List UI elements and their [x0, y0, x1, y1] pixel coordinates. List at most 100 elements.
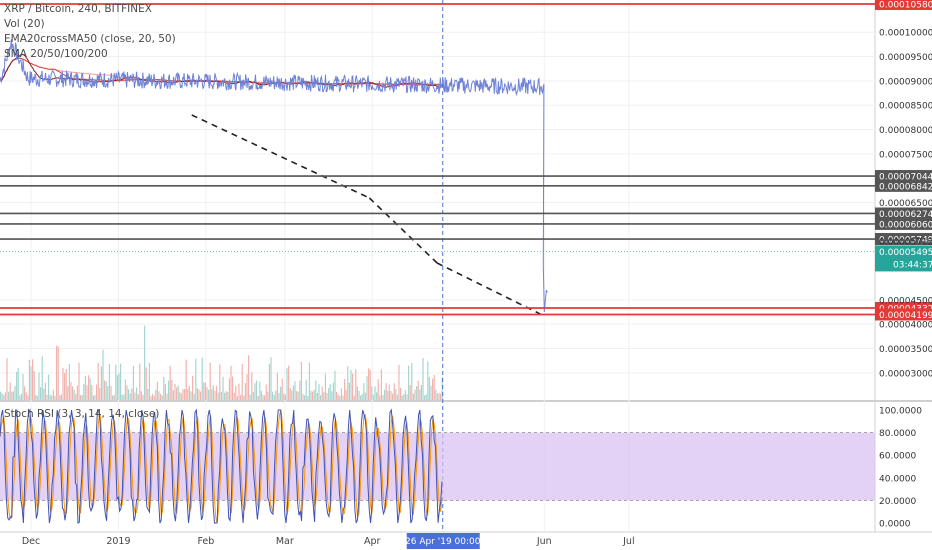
- volume-bar: [169, 365, 171, 400]
- volume-bar: [376, 392, 378, 400]
- volume-bar: [4, 392, 6, 400]
- volume-bar: [363, 383, 365, 400]
- volume-bar: [280, 386, 282, 400]
- volume-bar: [113, 394, 115, 400]
- volume-bar: [88, 375, 90, 400]
- volume-bar: [136, 387, 138, 400]
- volume-bar: [336, 391, 338, 400]
- volume-bar: [100, 366, 102, 400]
- volume-bar: [105, 381, 107, 400]
- volume-bar: [424, 395, 426, 400]
- volume-bar: [345, 389, 347, 400]
- volume-bar: [174, 383, 176, 400]
- volume-bar: [236, 395, 238, 400]
- volume-bar: [147, 388, 149, 400]
- volume-bar: [20, 393, 22, 400]
- volume-bar: [81, 395, 83, 400]
- symbol-title[interactable]: XRP / Bitcoin, 240, BITFINEX: [4, 3, 152, 15]
- volume-bar: [427, 361, 429, 400]
- volume-bar: [24, 386, 26, 400]
- volume-bar: [294, 381, 296, 400]
- volume-bar: [156, 381, 158, 400]
- level-price-tag: [875, 170, 932, 183]
- volume-bar: [65, 368, 67, 400]
- rsi-legend[interactable]: Stoch RSI (3, 3, 14, 14, close): [4, 408, 160, 420]
- volume-bar: [360, 395, 362, 400]
- volume-bar: [276, 372, 278, 400]
- volume-bar: [33, 371, 35, 400]
- volume-bar: [417, 380, 419, 400]
- rsi-axis-tick: 40.0000: [879, 474, 916, 484]
- volume-bar: [356, 386, 358, 400]
- volume-bar: [281, 378, 283, 400]
- volume-bar: [137, 394, 139, 400]
- volume-bar: [120, 363, 122, 400]
- volume-bar: [240, 395, 242, 400]
- price-axis-tick: 0.0000950000: [879, 53, 932, 63]
- price-axis-tick: 0.0001000000: [879, 29, 932, 39]
- volume-bar: [145, 367, 147, 400]
- volume-bar: [305, 379, 307, 400]
- sma-legend[interactable]: SMA 20/50/100/200: [4, 48, 108, 60]
- volume-bar: [384, 389, 386, 400]
- volume-bar: [116, 375, 118, 400]
- volume-bar: [190, 391, 192, 400]
- volume-bar: [184, 389, 186, 400]
- volume-bar: [75, 394, 77, 400]
- volume-bar: [329, 384, 331, 400]
- volume-bar: [185, 359, 187, 400]
- volume-bar: [160, 394, 162, 400]
- volume-bar: [248, 355, 250, 400]
- volume-bar: [200, 391, 202, 400]
- volume-bar: [36, 395, 38, 400]
- volume-bar: [128, 389, 130, 400]
- volume-bar: [259, 381, 261, 400]
- volume-bar: [155, 389, 157, 400]
- volume-bar: [89, 378, 91, 400]
- level-price-tag: [875, 0, 932, 10]
- volume-bar: [299, 380, 301, 400]
- volume-bar: [323, 392, 325, 400]
- volume-bar: [70, 382, 72, 400]
- current-price-label: 0.0000549500: [879, 248, 932, 258]
- volume-bar: [172, 390, 174, 400]
- price-axis-tick: 0.0000750000: [879, 150, 932, 160]
- volume-bar: [12, 391, 14, 400]
- volume-bar: [350, 370, 352, 400]
- volume-bar: [219, 364, 221, 400]
- volume-bar: [316, 392, 318, 400]
- volume-bar: [433, 374, 435, 400]
- volume-bar: [57, 346, 59, 400]
- volume-bar: [260, 390, 262, 400]
- volume-bar: [262, 395, 264, 400]
- volume-bar: [94, 394, 96, 400]
- volume-bar: [264, 395, 266, 400]
- volume-bar: [216, 386, 218, 400]
- ema-legend[interactable]: EMA20crossMA50 (close, 20, 50): [4, 33, 176, 45]
- volume-bar: [390, 391, 392, 400]
- stoch-rsi-pane: [0, 408, 875, 524]
- volume-bar: [177, 385, 179, 400]
- volume-bar: [56, 345, 58, 400]
- volume-bar: [251, 372, 253, 400]
- volume-bar: [404, 390, 406, 400]
- volume-bar: [179, 391, 181, 400]
- countdown-label: 03:44:37: [893, 260, 932, 270]
- volume-bar: [28, 359, 30, 400]
- volume-bar: [62, 367, 64, 400]
- volume-bar: [244, 383, 246, 400]
- volume-bar: [270, 357, 272, 400]
- volume-bar: [73, 389, 75, 400]
- volume-bar: [272, 391, 274, 400]
- volume-bar: [97, 362, 99, 400]
- volume-bar: [52, 389, 54, 400]
- volume-legend[interactable]: Vol (20): [4, 18, 45, 30]
- price-axis-tick: 0.0000300000: [879, 369, 932, 379]
- volume-bar: [435, 389, 437, 400]
- volume-bar: [35, 394, 37, 400]
- level-price-label: 0.0000684270: [879, 182, 932, 192]
- volume-bar: [441, 377, 443, 400]
- volume-bar: [64, 373, 66, 400]
- volume-bar: [436, 393, 438, 400]
